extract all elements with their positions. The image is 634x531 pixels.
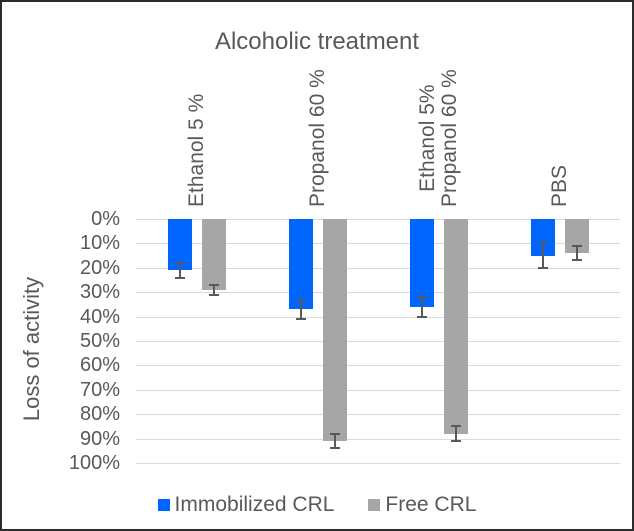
- legend: Immobilized CRL Free CRL: [2, 493, 632, 517]
- y-tick-label: 100%: [68, 452, 120, 474]
- gridline: [136, 341, 620, 342]
- gridline: [136, 219, 620, 220]
- gridline: [136, 316, 620, 318]
- error-bar-cap: [416, 296, 427, 299]
- category-label: Ethanol 5 %: [184, 93, 208, 207]
- error-bar-cap: [571, 259, 582, 262]
- bar-immobilized-crl: [409, 219, 434, 307]
- gridline: [136, 463, 620, 464]
- error-bar-cap: [329, 447, 340, 450]
- error-bar-cap: [329, 432, 340, 435]
- gridline: [136, 414, 620, 416]
- gridline: [136, 267, 620, 269]
- y-tick-label: 60%: [79, 354, 120, 377]
- legend-item: Immobilized CRL: [157, 493, 335, 517]
- error-bar-cap: [450, 440, 461, 443]
- legend-item: Free CRL: [368, 493, 476, 517]
- y-tick-label: 90%: [79, 427, 120, 450]
- error-bar-cap: [295, 298, 306, 301]
- y-tick-label: 0%: [91, 208, 120, 230]
- gridline: [136, 365, 620, 367]
- error-bar-cap: [571, 244, 582, 247]
- category-label: Propanol 60 %: [305, 69, 329, 207]
- legend-label: Free CRL: [385, 493, 477, 516]
- bar-immobilized-crl: [167, 219, 192, 271]
- y-axis-title: Loss of activity: [19, 276, 44, 422]
- gridline: [136, 438, 620, 440]
- gridline: [136, 389, 620, 391]
- category-label: PBS: [547, 164, 571, 207]
- y-tick-label: 50%: [79, 330, 120, 352]
- y-tick-label: 30%: [79, 281, 120, 304]
- y-tick-label: 10%: [79, 232, 120, 255]
- gridline: [136, 243, 620, 245]
- error-bar: [212, 284, 215, 295]
- bar-free-crl: [201, 219, 226, 290]
- error-bar: [420, 297, 423, 317]
- error-bar-cap: [174, 276, 185, 279]
- error-bar: [541, 243, 544, 268]
- chart-title: Alcoholic treatment: [214, 28, 420, 55]
- error-bar-cap: [537, 266, 548, 269]
- legend-swatch-icon: [368, 499, 381, 511]
- bar-immobilized-crl: [288, 219, 313, 310]
- error-bar-cap: [208, 293, 219, 296]
- error-bar: [575, 245, 578, 261]
- error-bar: [454, 426, 457, 442]
- error-bar-cap: [295, 318, 306, 321]
- error-bar-cap: [416, 315, 427, 318]
- category-label: Ethanol 5% Propanol 60 %: [415, 69, 461, 207]
- error-bar-cap: [174, 261, 185, 264]
- y-tick-label: 40%: [79, 305, 120, 328]
- legend-swatch-icon: [157, 499, 170, 511]
- y-tick-label: 20%: [79, 256, 120, 279]
- y-tick-label: 70%: [79, 378, 120, 401]
- error-bar: [178, 262, 181, 278]
- bar-free-crl: [322, 219, 347, 442]
- error-bar: [333, 433, 336, 449]
- error-bar-cap: [537, 242, 548, 245]
- error-bar-cap: [208, 283, 219, 286]
- gridline: [136, 292, 620, 294]
- bar-free-crl: [443, 219, 468, 434]
- error-bar: [299, 299, 302, 320]
- legend-label: Immobilized CRL: [174, 493, 335, 516]
- error-bar-cap: [450, 425, 461, 428]
- y-tick-label: 80%: [79, 403, 120, 426]
